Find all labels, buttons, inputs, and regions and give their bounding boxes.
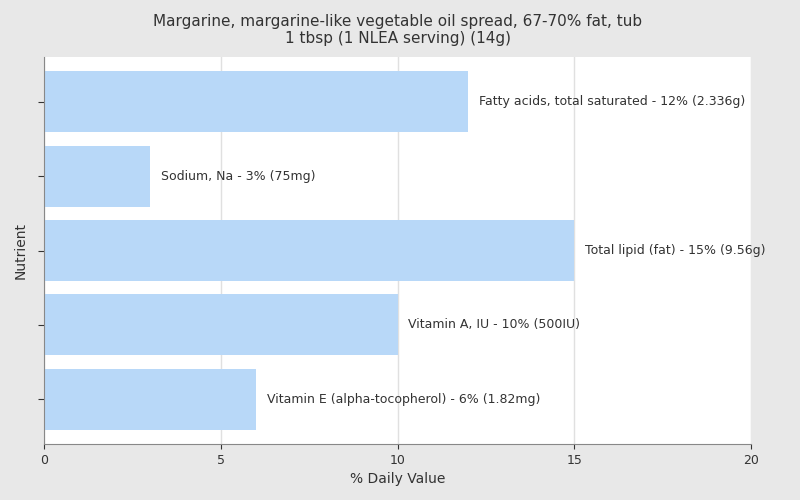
Bar <box>44 220 574 281</box>
Bar <box>44 72 468 132</box>
Text: Vitamin E (alpha-tocopherol) - 6% (1.82mg): Vitamin E (alpha-tocopherol) - 6% (1.82m… <box>266 392 540 406</box>
Text: Vitamin A, IU - 10% (500IU): Vitamin A, IU - 10% (500IU) <box>408 318 580 332</box>
Title: Margarine, margarine-like vegetable oil spread, 67-70% fat, tub
1 tbsp (1 NLEA s: Margarine, margarine-like vegetable oil … <box>153 14 642 46</box>
X-axis label: % Daily Value: % Daily Value <box>350 472 446 486</box>
Bar <box>44 294 398 356</box>
Y-axis label: Nutrient: Nutrient <box>14 222 28 279</box>
Text: Total lipid (fat) - 15% (9.56g): Total lipid (fat) - 15% (9.56g) <box>585 244 766 257</box>
Bar <box>44 146 150 206</box>
Text: Fatty acids, total saturated - 12% (2.336g): Fatty acids, total saturated - 12% (2.33… <box>479 96 745 108</box>
Text: Sodium, Na - 3% (75mg): Sodium, Na - 3% (75mg) <box>161 170 315 182</box>
Bar <box>44 368 256 430</box>
